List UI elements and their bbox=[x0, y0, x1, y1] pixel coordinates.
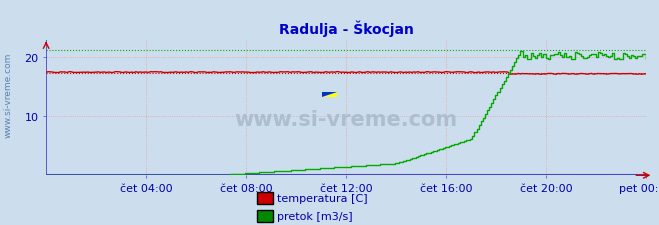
Title: Radulja - Škocjan: Radulja - Škocjan bbox=[279, 20, 413, 37]
Polygon shape bbox=[322, 93, 337, 98]
Text: www.si-vreme.com: www.si-vreme.com bbox=[3, 52, 13, 137]
Text: temperatura [C]: temperatura [C] bbox=[277, 193, 368, 203]
Text: www.si-vreme.com: www.si-vreme.com bbox=[235, 110, 457, 130]
Polygon shape bbox=[322, 93, 337, 98]
Text: pretok [m3/s]: pretok [m3/s] bbox=[277, 211, 353, 221]
